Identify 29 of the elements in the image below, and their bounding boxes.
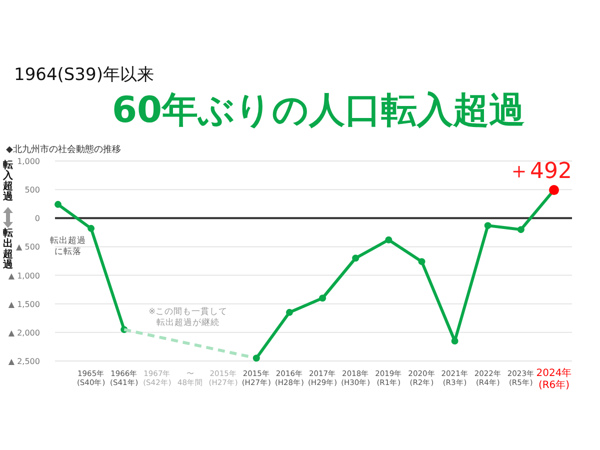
point xyxy=(451,338,458,344)
point xyxy=(385,236,392,244)
chart-subtitle: 1964(S39)年以来 xyxy=(14,65,154,85)
point xyxy=(484,222,492,230)
text: ◆北九州市の社会動態の推移 xyxy=(6,144,121,155)
chart-title: 60年ぶりの人口転入超過 xyxy=(112,90,526,131)
annotation: ＋492 xyxy=(508,159,572,184)
y-tick-label: ▲ 1,500 xyxy=(8,300,40,309)
text: 転出超過 xyxy=(3,228,13,270)
point xyxy=(319,294,326,302)
y-tick-label: ▲ 2,000 xyxy=(8,328,40,338)
text: に転落 xyxy=(54,247,82,257)
text: 転入超過 xyxy=(2,159,14,202)
point xyxy=(286,308,293,316)
y-tick-label: 1,000 xyxy=(17,157,40,166)
y-tick-label: ▲ 1,000 xyxy=(8,271,40,280)
point xyxy=(88,224,95,232)
annotation: 転出超過 xyxy=(50,235,86,246)
x-tick-label: 2024年 (R6年) xyxy=(536,367,572,391)
point xyxy=(418,258,426,266)
y-tick-label: 0 xyxy=(34,214,40,224)
y-tick-label: 500 xyxy=(24,186,40,195)
point xyxy=(54,200,62,208)
y-tick-label: ▲ 2,500 xyxy=(8,357,40,366)
point xyxy=(517,226,524,234)
annotation: ※この間も一貫して転出超過が継続 xyxy=(148,306,228,328)
point xyxy=(252,354,260,362)
point xyxy=(352,254,360,262)
y-tick-label: ▲ 500 xyxy=(16,242,40,252)
